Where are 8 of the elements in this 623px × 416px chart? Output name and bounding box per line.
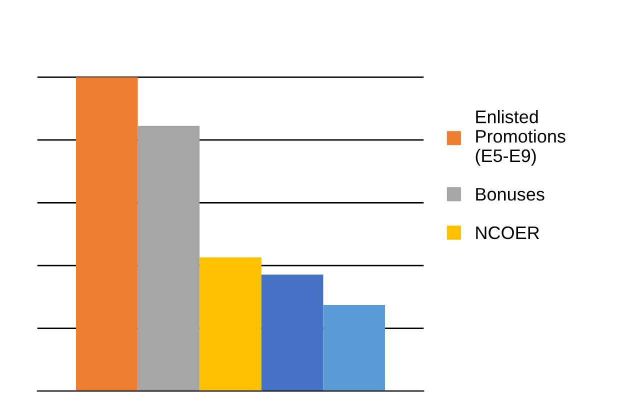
legend-label: NCOER <box>476 226 540 240</box>
bar <box>200 257 262 392</box>
bar <box>76 77 138 392</box>
bar <box>138 126 200 392</box>
legend-label: Bonuses <box>476 188 544 201</box>
legend-label: Enlisted Promotions (E5-E9) <box>476 110 566 166</box>
bar <box>261 274 324 392</box>
bar <box>323 305 386 392</box>
